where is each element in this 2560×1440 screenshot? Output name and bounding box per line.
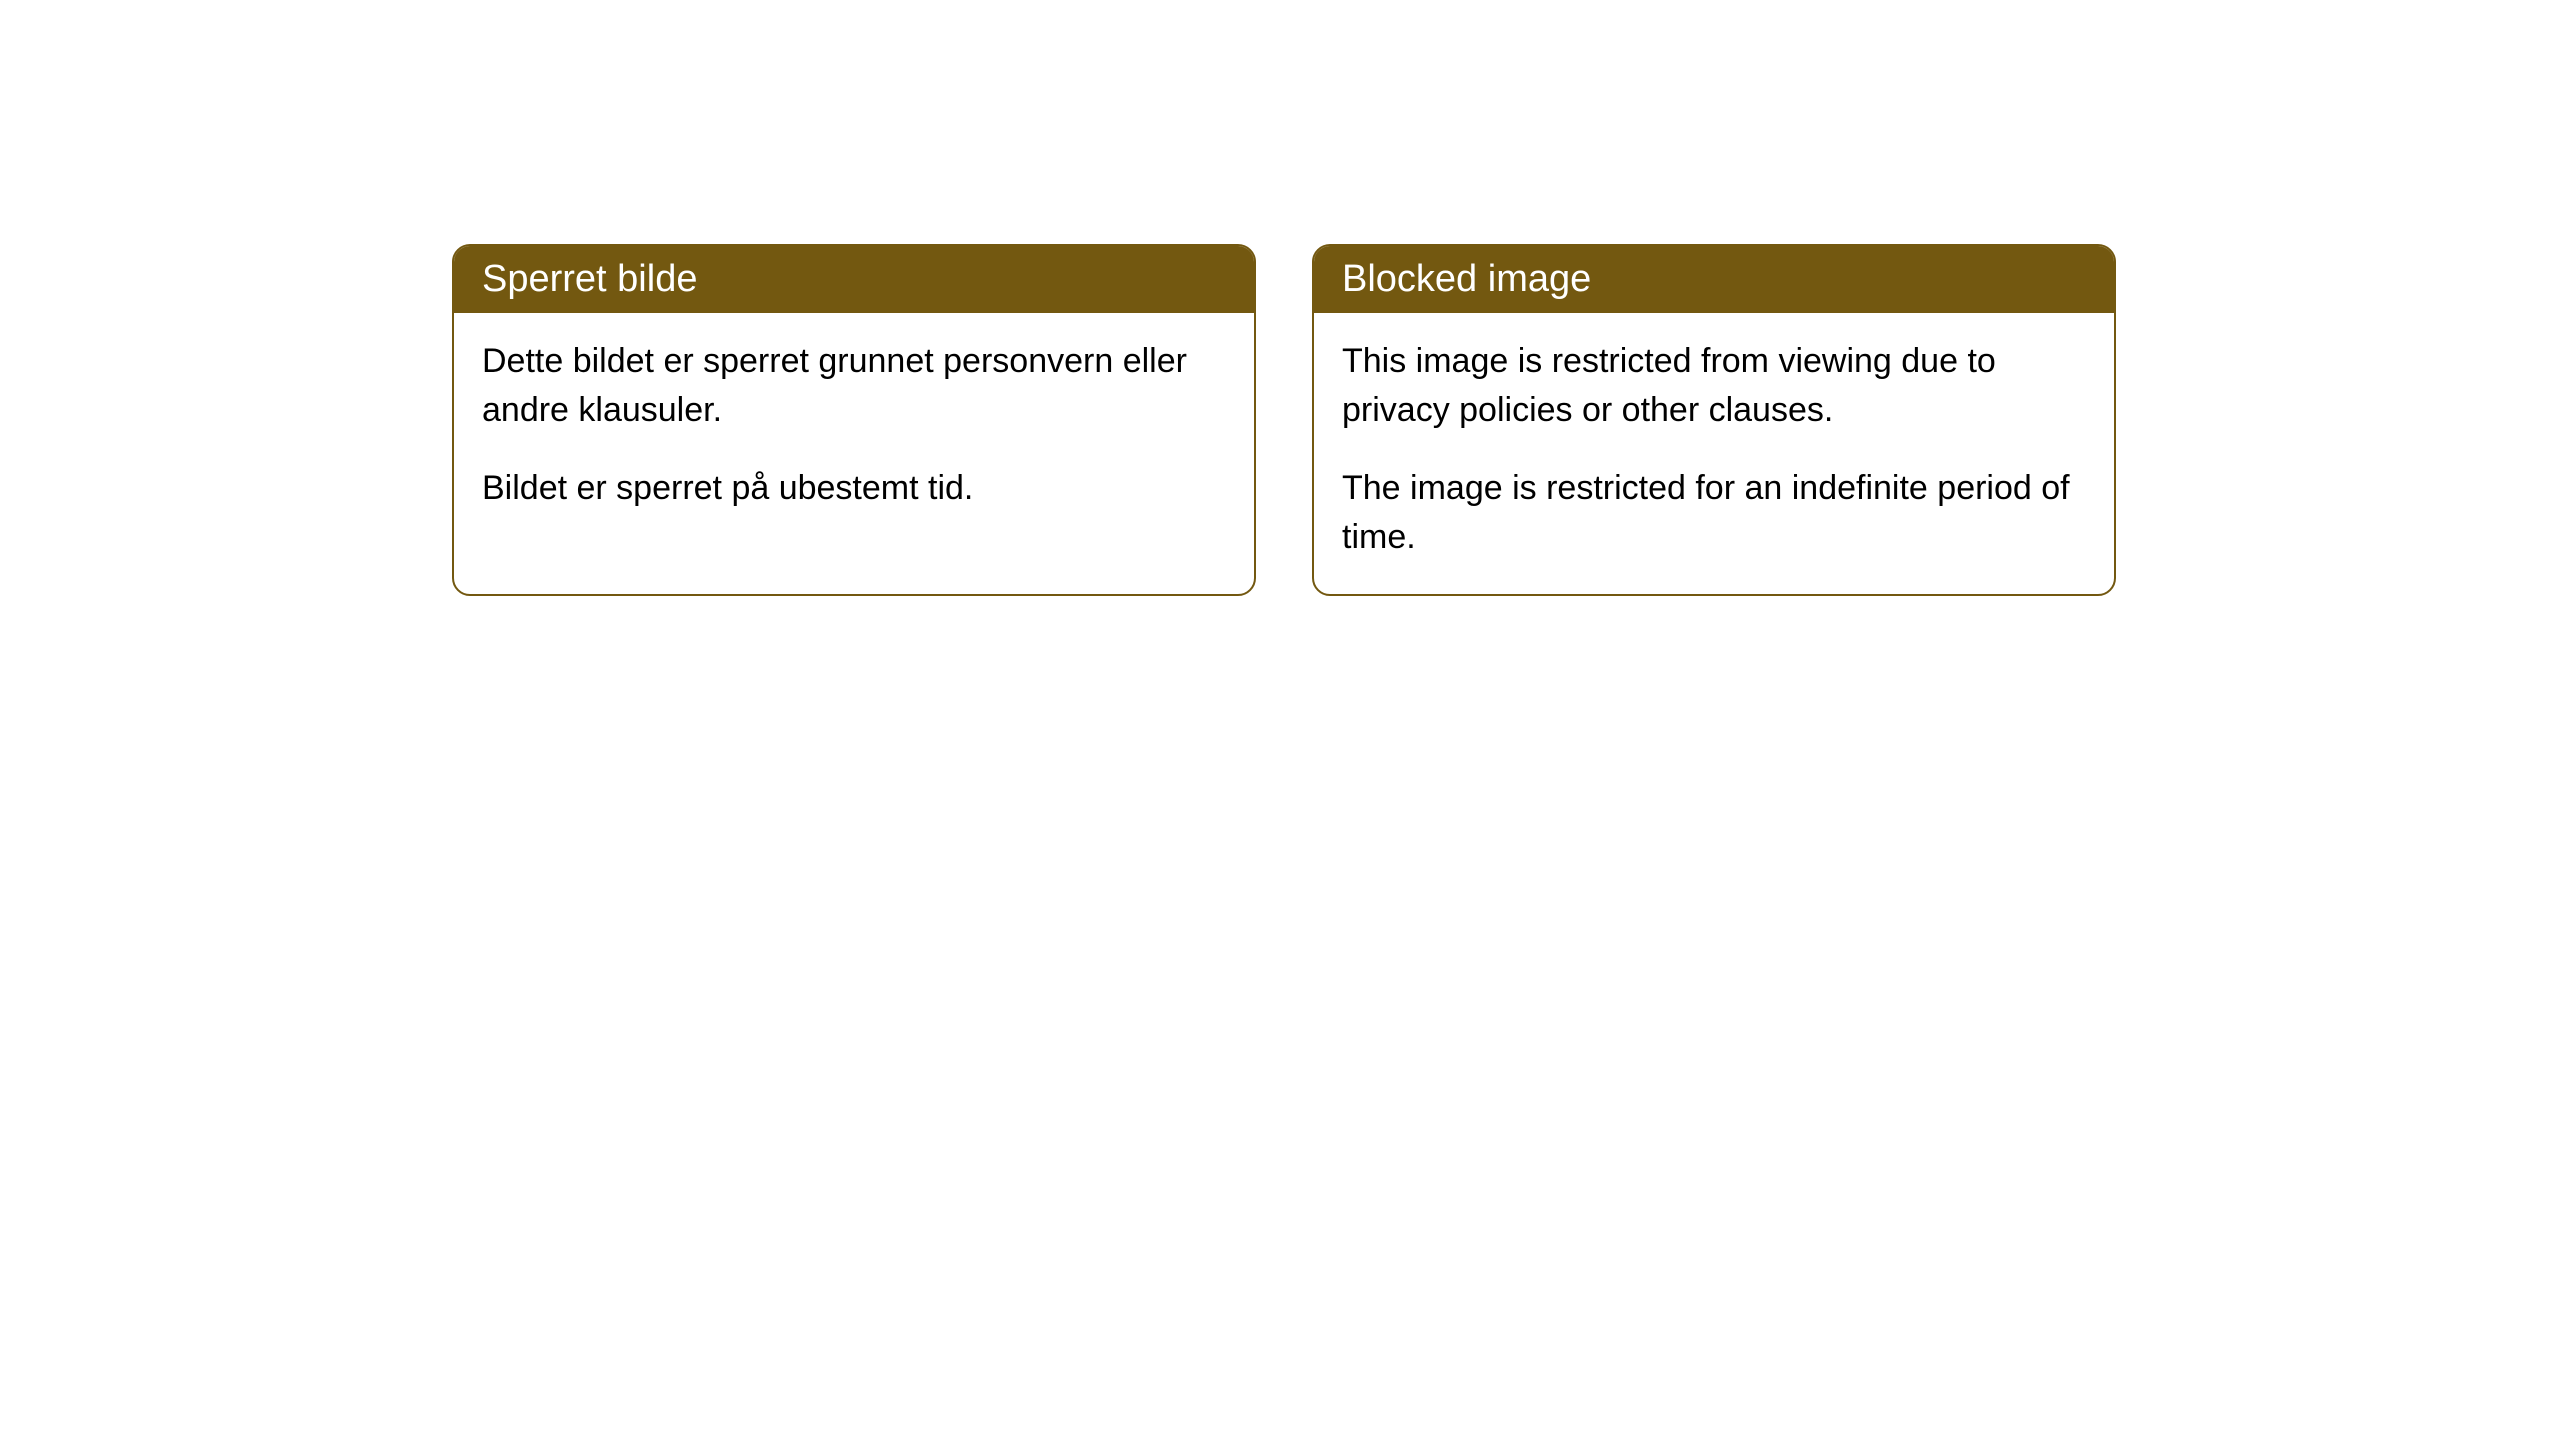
card-body: Dette bildet er sperret grunnet personve… (454, 313, 1254, 545)
card-header: Sperret bilde (454, 246, 1254, 313)
card-paragraph: The image is restricted for an indefinit… (1342, 464, 2086, 563)
blocked-image-card-en: Blocked image This image is restricted f… (1312, 244, 2116, 596)
card-paragraph: Bildet er sperret på ubestemt tid. (482, 464, 1226, 513)
blocked-image-card-no: Sperret bilde Dette bildet er sperret gr… (452, 244, 1256, 596)
card-paragraph: Dette bildet er sperret grunnet personve… (482, 337, 1226, 436)
card-header: Blocked image (1314, 246, 2114, 313)
notice-cards-container: Sperret bilde Dette bildet er sperret gr… (452, 244, 2116, 596)
card-body: This image is restricted from viewing du… (1314, 313, 2114, 594)
card-paragraph: This image is restricted from viewing du… (1342, 337, 2086, 436)
